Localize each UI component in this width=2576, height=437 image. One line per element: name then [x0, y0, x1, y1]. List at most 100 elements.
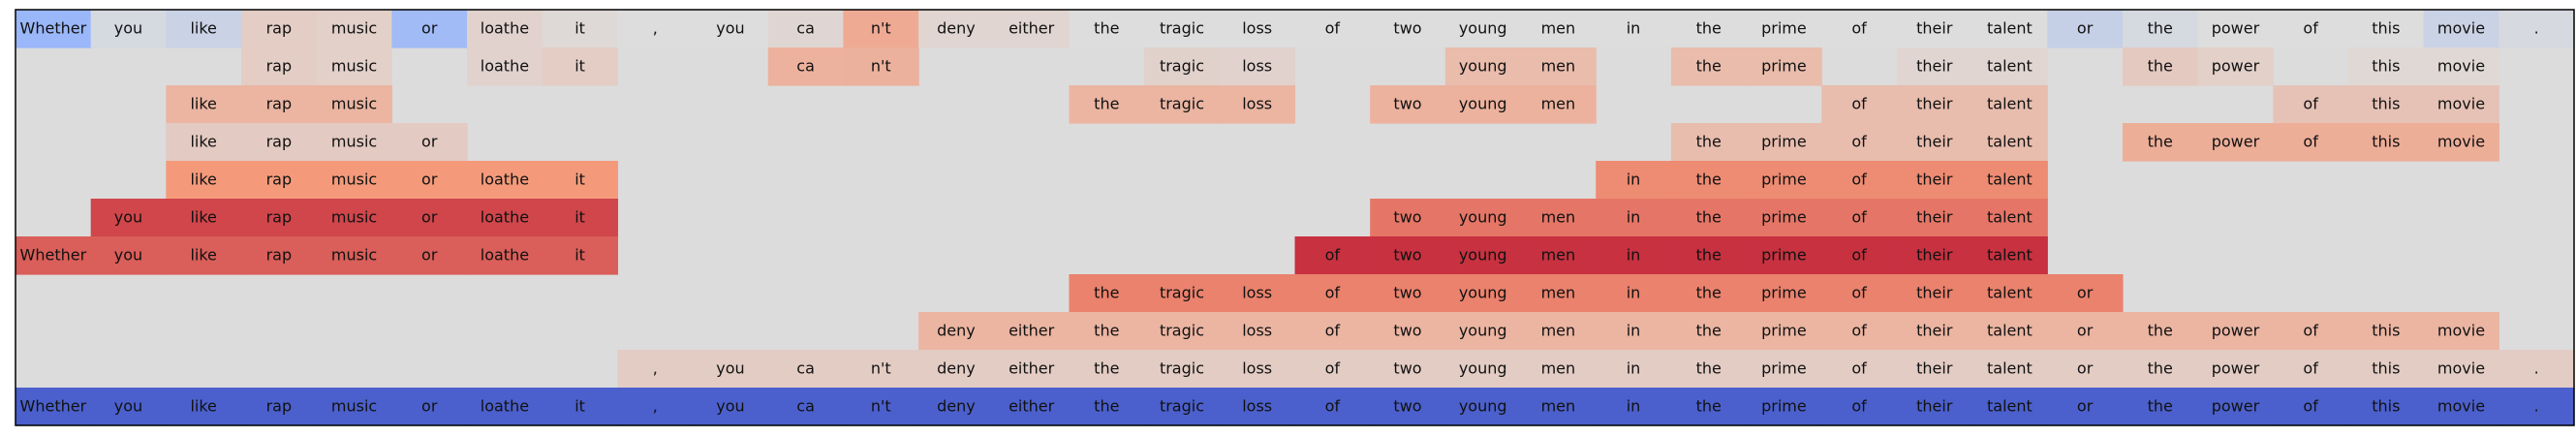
token-label-r5-c1: you [114, 208, 142, 227]
token-label-r6-c17: of [1325, 246, 1341, 265]
heatmap-cell-r0-c10 [767, 10, 845, 48]
token-label-r9-c21: in [1627, 359, 1641, 378]
token-label-r0-c4: music [331, 19, 377, 38]
token-label-r7-c16: loss [1242, 284, 1272, 302]
heatmap-cell-r5-c24 [1821, 199, 1898, 237]
token-label-r9-c19: young [1459, 359, 1507, 378]
heatmap-cell-r9-c22 [1670, 350, 1748, 389]
heatmap-cell-r10-c24 [1821, 388, 1898, 426]
heatmap-cell-r8-c20 [1520, 312, 1597, 351]
token-label-r8-c12: deny [937, 322, 976, 340]
heatmap-cell-r2-c20 [1520, 85, 1597, 124]
token-label-r3-c24: of [1851, 133, 1867, 151]
heatmap-cell-r0-c25 [1896, 10, 1973, 48]
token-label-r10-c23: prime [1761, 397, 1807, 416]
heatmap-cell-r10-c19 [1444, 388, 1522, 426]
token-label-r1-c22: the [1696, 57, 1722, 76]
token-label-r9-c15: tragic [1160, 359, 1204, 378]
heatmap-cell-r10-c0 [16, 388, 92, 426]
heatmap-cell-r5-c19 [1444, 199, 1522, 237]
heatmap-cell-r2-c19 [1444, 85, 1522, 124]
heatmap-cell-r9-c25 [1896, 350, 1973, 389]
token-label-r7-c17: of [1325, 284, 1341, 302]
token-label-r3-c22: the [1696, 133, 1722, 151]
heatmap-cell-r10-c14 [1069, 388, 1145, 426]
heatmap-cell-r1-c28 [2122, 47, 2199, 86]
cells-layer [16, 10, 2575, 426]
heatmap-cell-r2-c3 [241, 85, 318, 124]
heatmap-cell-r4-c3 [241, 161, 318, 200]
heatmap-cell-r8-c19 [1444, 312, 1522, 351]
token-label-r5-c26: talent [1987, 208, 2033, 227]
token-label-r3-c2: like [190, 133, 216, 151]
token-label-r5-c22: the [1696, 208, 1722, 227]
heatmap-cell-r3-c25 [1896, 123, 1973, 162]
heatmap-cell-r7-c14 [1069, 274, 1145, 313]
heatmap-cell-r0-c2 [166, 10, 242, 48]
token-label-r9-c26: talent [1987, 359, 2033, 378]
token-label-r4-c25: their [1916, 171, 1953, 189]
token-label-r9-c31: this [2372, 359, 2400, 378]
token-label-r1-c32: movie [2437, 57, 2485, 76]
token-label-r2-c16: loss [1242, 95, 1272, 113]
heatmap-cell-r6-c26 [1971, 236, 2048, 275]
token-label-r8-c22: the [1696, 322, 1722, 340]
heatmap-cell-r6-c20 [1520, 236, 1597, 275]
heatmap-cell-r2-c4 [316, 85, 392, 124]
token-label-r2-c3: rap [266, 95, 293, 113]
token-label-r6-c22: the [1696, 246, 1722, 265]
heatmap-cell-r10-c22 [1670, 388, 1748, 426]
token-label-r0-c20: men [1541, 19, 1576, 38]
heatmap-cell-r10-c12 [918, 388, 995, 426]
heatmap-cell-r1-c15 [1144, 47, 1221, 86]
token-label-r9-c28: the [2148, 359, 2173, 378]
heatmap-cell-r9-c10 [767, 350, 845, 389]
token-label-r0-c27: or [2077, 19, 2094, 38]
token-label-r3-c4: music [331, 133, 377, 151]
token-label-r1-c20: men [1541, 57, 1576, 76]
heatmap-cell-r10-c6 [467, 388, 543, 426]
heatmap-cell-r0-c19 [1444, 10, 1522, 48]
token-label-r6-c1: you [114, 246, 142, 265]
heatmap-cell-r1-c20 [1520, 47, 1597, 86]
token-label-r6-c19: young [1459, 246, 1507, 265]
heatmap-cell-r3-c28 [2122, 123, 2199, 162]
token-label-r4-c23: prime [1761, 171, 1807, 189]
token-label-r4-c24: of [1851, 171, 1867, 189]
token-label-r2-c25: their [1916, 95, 1953, 113]
token-label-r2-c31: this [2372, 95, 2400, 113]
heatmap-cell-r0-c17 [1294, 10, 1371, 48]
heatmap-cell-r0-c7 [542, 10, 619, 48]
heatmap-cell-r9-c16 [1219, 350, 1296, 389]
token-label-r0-c9: you [716, 19, 744, 38]
token-label-r7-c18: two [1393, 284, 1421, 302]
heatmap-cell-r10-c18 [1370, 388, 1446, 426]
heatmap-cell-r10-c11 [843, 388, 919, 426]
token-label-r0-c21: in [1627, 19, 1641, 38]
token-label-r0-c15: tragic [1160, 19, 1204, 38]
token-label-r0-c13: either [1009, 19, 1055, 38]
heatmap-cell-r10-c15 [1144, 388, 1221, 426]
token-label-r2-c4: music [331, 95, 377, 113]
token-label-r5-c24: of [1851, 208, 1867, 227]
token-label-r9-c23: prime [1761, 359, 1807, 378]
token-label-r9-c13: either [1009, 359, 1055, 378]
heatmap-cell-r9-c29 [2197, 350, 2274, 389]
heatmap-cell-r3-c26 [1971, 123, 2048, 162]
token-label-r3-c29: power [2212, 133, 2260, 151]
heatmap-cell-r5-c5 [391, 199, 468, 237]
token-label-r2-c18: two [1393, 95, 1421, 113]
token-label-r7-c26: talent [1987, 284, 2033, 302]
token-label-r8-c31: this [2372, 322, 2400, 340]
token-label-r7-c20: men [1541, 284, 1576, 302]
heatmap-cell-r3-c23 [1746, 123, 1822, 162]
heatmap-cell-r4-c5 [391, 161, 468, 200]
heatmap-cell-r10-c13 [993, 388, 1071, 426]
token-label-r3-c25: their [1916, 133, 1953, 151]
heatmap-cell-r6-c1 [90, 236, 167, 275]
heatmap-cell-r9-c19 [1444, 350, 1522, 389]
token-label-r9-c18: two [1393, 359, 1421, 378]
token-label-r8-c14: the [1094, 322, 1119, 340]
heatmap-cell-r9-c26 [1971, 350, 2048, 389]
heatmap-cell-r8-c28 [2122, 312, 2199, 351]
